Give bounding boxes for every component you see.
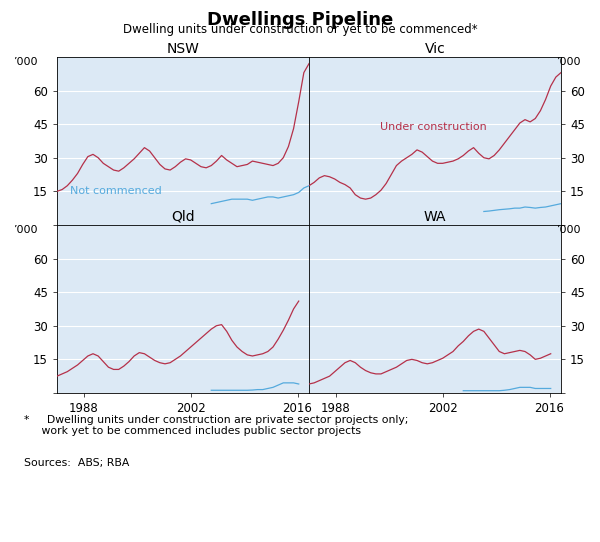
Text: ’000: ’000: [13, 57, 38, 67]
Title: Vic: Vic: [425, 42, 445, 56]
Text: ’000: ’000: [556, 57, 581, 67]
Title: NSW: NSW: [167, 42, 199, 56]
Text: *     Dwelling units under construction are private sector projects only;
     w: * Dwelling units under construction are …: [24, 415, 409, 436]
Text: Not commenced: Not commenced: [70, 186, 161, 196]
Text: Dwellings Pipeline: Dwellings Pipeline: [207, 11, 393, 29]
Text: Dwelling units under construction or yet to be commenced*: Dwelling units under construction or yet…: [122, 23, 478, 36]
Text: ’000: ’000: [556, 225, 581, 235]
Title: Qld: Qld: [171, 210, 195, 224]
Text: ’000: ’000: [13, 225, 38, 235]
Title: WA: WA: [424, 210, 446, 224]
Text: Sources:  ABS; RBA: Sources: ABS; RBA: [24, 458, 130, 468]
Text: Under construction: Under construction: [380, 122, 487, 132]
